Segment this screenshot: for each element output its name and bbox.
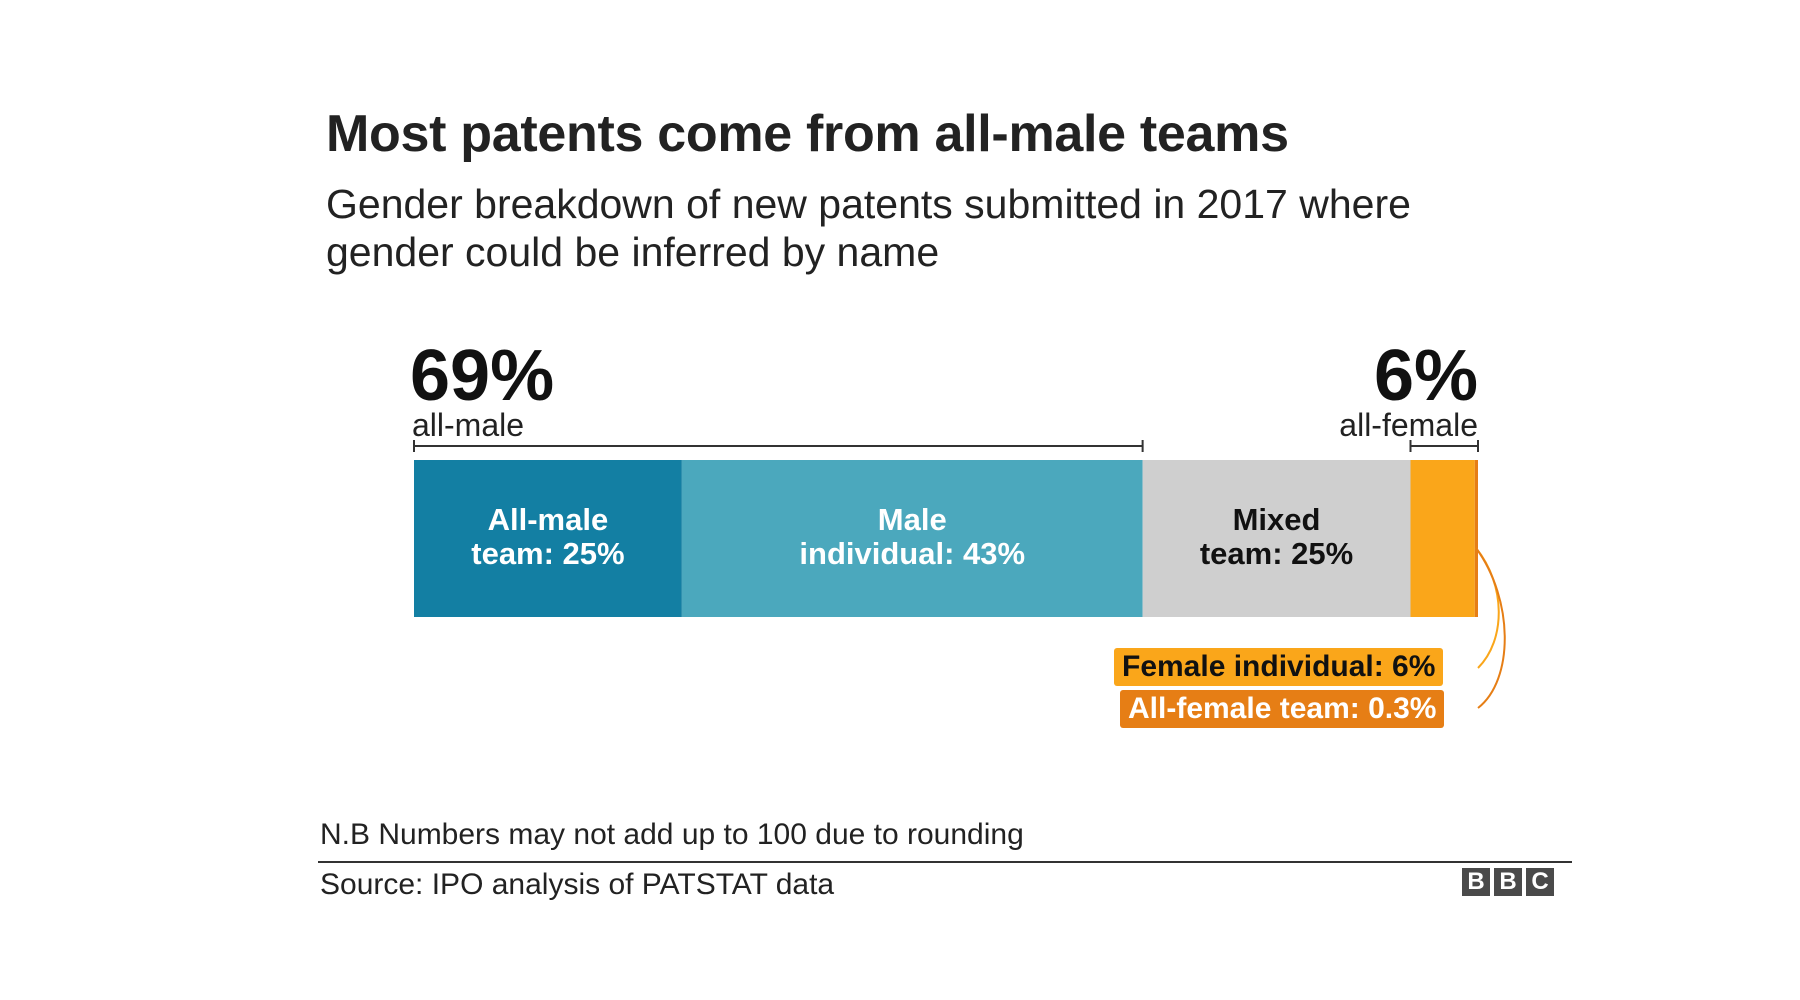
bbc-logo-letter: B	[1494, 868, 1522, 896]
segment-label-line: individual: 43%	[682, 537, 1143, 571]
segment-label-line: team: 25%	[1143, 537, 1411, 571]
male-total-label: all-male	[412, 408, 524, 442]
bbc-logo: B B C	[1462, 868, 1554, 896]
segment-label-male-individual: Male individual: 43%	[682, 503, 1143, 571]
female-total-label: all-female	[1278, 408, 1478, 442]
callout-female-individual: Female individual: 6%	[1114, 648, 1443, 686]
segment-label-mixed-team: Mixed team: 25%	[1143, 503, 1411, 571]
segment-label-line: team: 25%	[414, 537, 682, 571]
bar-segment-female-individual	[1410, 460, 1474, 617]
segment-label-line: Male	[682, 503, 1143, 537]
source-text: Source: IPO analysis of PATSTAT data	[320, 868, 834, 902]
bar-segment-all-female-team	[1475, 460, 1478, 617]
footer-divider	[318, 861, 1572, 863]
segment-label-line: All-male	[414, 503, 682, 537]
leader-line-all-female-team	[1476, 548, 1505, 708]
segment-label-all-male-team: All-male team: 25%	[414, 503, 682, 571]
segment-label-line: Mixed	[1143, 503, 1411, 537]
bbc-logo-letter: C	[1526, 868, 1554, 896]
male-total-value: 69%	[410, 340, 554, 412]
bbc-logo-letter: B	[1462, 868, 1490, 896]
female-total-value: 6%	[1368, 340, 1478, 412]
footnote: N.B Numbers may not add up to 100 due to…	[320, 818, 1024, 852]
callout-all-female-team: All-female team: 0.3%	[1120, 690, 1444, 728]
